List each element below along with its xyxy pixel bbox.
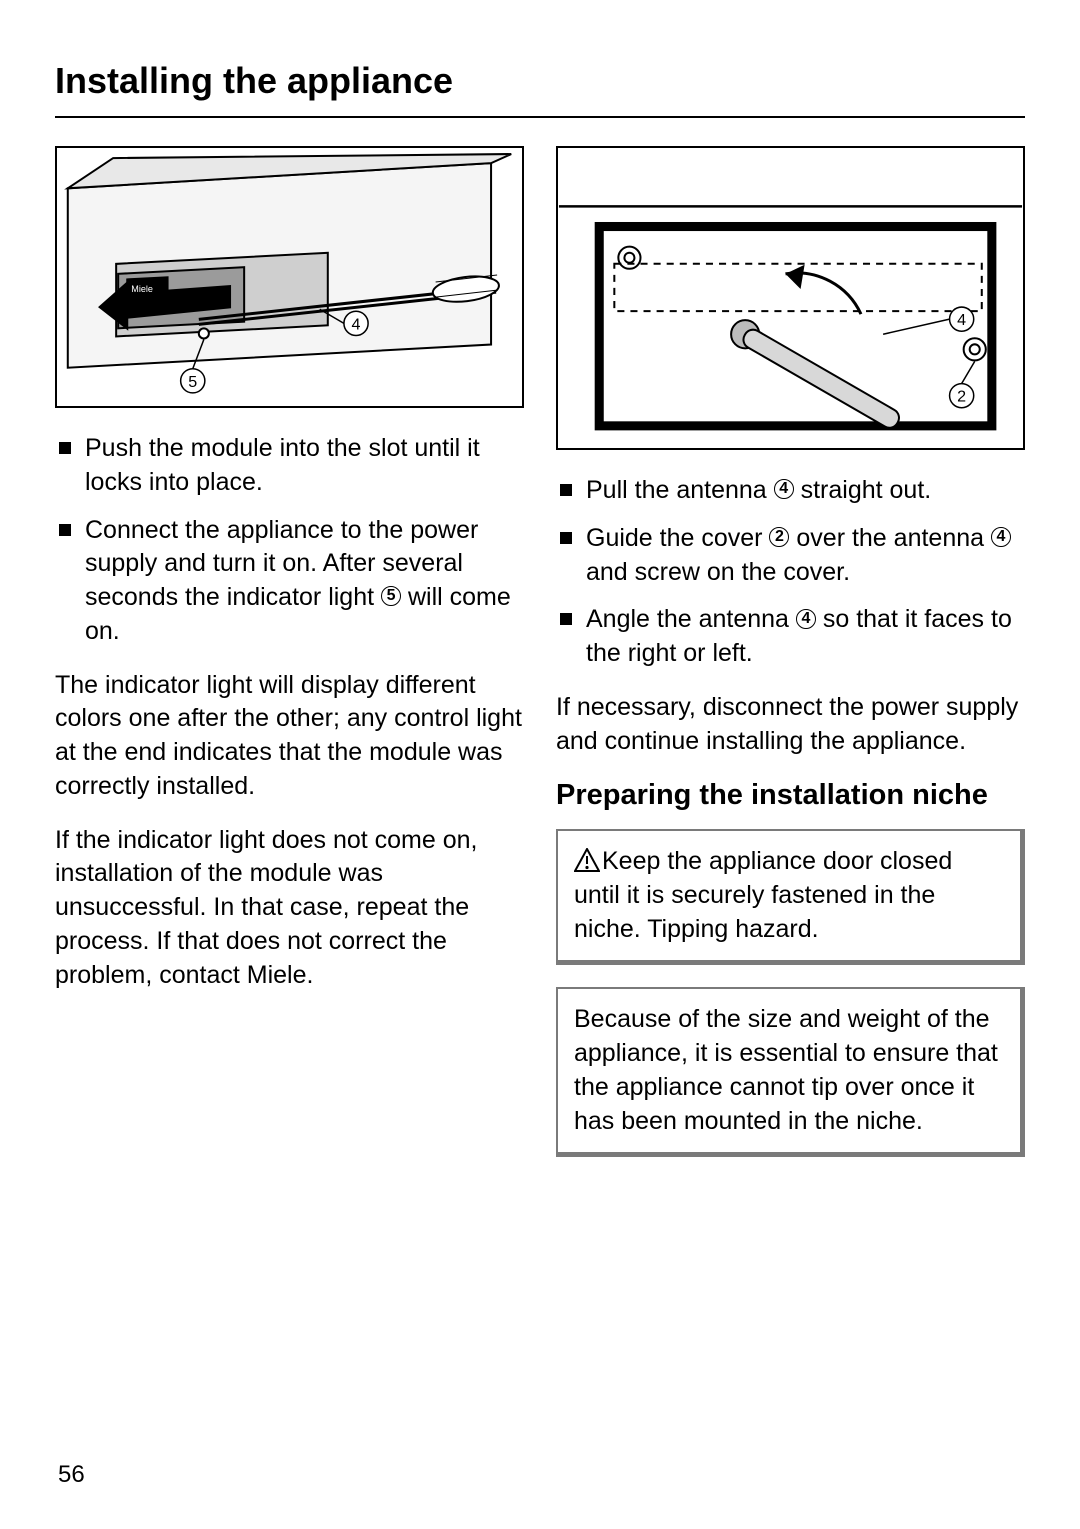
two-column-layout: Miele 4 5 Push t (55, 146, 1025, 1179)
left-instruction-list: Push the module into the slot until it l… (55, 432, 524, 649)
left-column: Miele 4 5 Push t (55, 146, 524, 1179)
left-para-2: If the indicator light does not come on,… (55, 824, 524, 993)
antenna-figure: 4 2 (556, 146, 1025, 450)
callout-4-label: 4 (957, 311, 966, 329)
warning-icon (574, 848, 600, 872)
callout-5-label: 5 (188, 373, 197, 391)
info-text: Because of the size and weight of the ap… (574, 1005, 998, 1134)
bullet-text-before: Guide the cover (586, 524, 769, 552)
svg-text:Miele: Miele (131, 284, 153, 294)
circled-ref-4: 4 (774, 479, 794, 499)
bullet-text-after: and screw on the cover. (586, 558, 850, 586)
circled-ref-4b: 4 (991, 527, 1011, 547)
module-insertion-figure: Miele 4 5 (55, 146, 524, 408)
left-para-1: The indicator light will display differe… (55, 669, 524, 804)
bullet-text: Push the module into the slot until it l… (85, 434, 480, 496)
title-rule (55, 116, 1025, 118)
right-para-1: If necessary, disconnect the power suppl… (556, 691, 1025, 759)
bullet-text-before: Angle the antenna (586, 605, 796, 633)
right-bullet-1: Pull the antenna 4 straight out. (556, 474, 1025, 508)
left-bullet-2: Connect the appliance to the power suppl… (55, 514, 524, 649)
right-instruction-list: Pull the antenna 4 straight out. Guide t… (556, 474, 1025, 671)
warning-tipping-box: Keep the appliance door closed until it … (556, 829, 1025, 965)
bullet-text-mid: over the antenna (789, 524, 991, 552)
right-bullet-2: Guide the cover 2 over the antenna 4 and… (556, 522, 1025, 590)
circled-ref-5: 5 (381, 586, 401, 606)
bullet-text-after: straight out. (794, 476, 932, 504)
callout-2-label: 2 (957, 388, 966, 406)
callout-4-label: 4 (352, 315, 361, 333)
page-number: 56 (58, 1461, 85, 1489)
page-title: Installing the appliance (55, 60, 1025, 102)
warning-text: Keep the appliance door closed until it … (574, 847, 952, 943)
circled-ref-4c: 4 (796, 609, 816, 629)
circled-ref-2: 2 (769, 527, 789, 547)
left-bullet-1: Push the module into the slot until it l… (55, 432, 524, 500)
niche-subheading: Preparing the installation niche (556, 778, 1025, 813)
module-figure-svg: Miele 4 5 (57, 148, 522, 406)
right-column: 4 2 Pull the antenna 4 straight out. Gui… (556, 146, 1025, 1179)
right-bullet-3: Angle the antenna 4 so that it faces to … (556, 603, 1025, 671)
antenna-figure-svg: 4 2 (558, 148, 1023, 448)
info-weight-box: Because of the size and weight of the ap… (556, 987, 1025, 1157)
bullet-text-before: Pull the antenna (586, 476, 774, 504)
